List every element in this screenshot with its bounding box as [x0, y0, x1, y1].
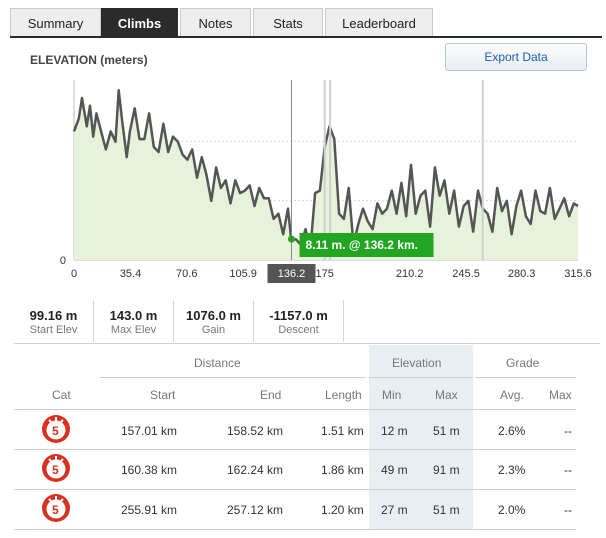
climb-grade-avg: 2.0% — [498, 503, 526, 517]
category-value: 5 — [52, 503, 59, 517]
climb-elev-min: 27 m — [381, 503, 408, 517]
group-header-grade: Grade — [506, 356, 540, 370]
divider — [14, 343, 600, 344]
hover-x-label-box — [267, 264, 316, 283]
x-tick-label: 210.2 — [396, 268, 424, 280]
stat-label: Gain — [201, 324, 226, 336]
climb-elev-max: 91 m — [433, 463, 460, 477]
climb-end: 162.24 km — [227, 463, 284, 477]
tab-notes[interactable]: Notes — [180, 8, 251, 37]
export-data-button[interactable]: Export Data — [445, 43, 587, 71]
climb-grade-max: -- — [564, 463, 572, 477]
climb-grade-max: -- — [564, 503, 572, 517]
category-value: 5 — [52, 424, 59, 438]
x-tick-label: 105.9 — [229, 268, 257, 280]
divider — [476, 377, 576, 378]
climb-start: 255.91 km — [121, 503, 178, 517]
elevation-chart-panel: 0 0 35.4 70.6 105.9 136.2 175 210.2 245.5 280.3 31… — [10, 38, 600, 290]
climb-start: 157.01 km — [121, 424, 178, 438]
col-header-cat: Cat — [52, 388, 71, 402]
x-tick-label: 136.2 — [278, 268, 306, 280]
stat-max-elev: 143.0 m Max Elev — [94, 300, 174, 342]
col-header-grade-max: Max — [549, 388, 572, 402]
divider — [100, 377, 366, 378]
stat-value: 1076.0 m — [186, 308, 241, 323]
hover-point — [288, 235, 296, 243]
stat-start-elev: 99.16 m Start Elev — [14, 300, 94, 342]
climb-end: 158.52 km — [227, 424, 284, 438]
tab-underline — [10, 36, 602, 38]
col-header-min: Min — [382, 388, 402, 402]
climb-elev-min: 49 m — [381, 463, 408, 477]
category-5-icon — [42, 494, 70, 522]
stat-label: Start Elev — [29, 324, 78, 336]
x-tick-label: 0 — [71, 268, 77, 280]
y-tick-label: 0 — [60, 255, 66, 267]
category-value: 5 — [52, 463, 59, 477]
climb-end: 257.12 km — [227, 503, 284, 517]
climb-start: 160.38 km — [121, 463, 178, 477]
x-tick-label: 70.6 — [176, 268, 197, 280]
group-header-elevation: Elevation — [392, 356, 442, 370]
stat-value: -1157.0 m — [269, 308, 328, 323]
elevation-line — [72, 89, 579, 251]
climb-grade-max: -- — [564, 424, 572, 438]
elevation-area — [74, 90, 578, 260]
climb-length: 1.86 km — [321, 463, 364, 477]
divider — [14, 529, 576, 530]
divider — [14, 409, 576, 410]
climb-elev-max: 51 m — [433, 503, 460, 517]
climb-elev-min: 12 m — [381, 424, 408, 438]
group-header-distance: Distance — [194, 356, 241, 370]
climb-length: 1.20 km — [321, 503, 364, 517]
col-header-length: Length — [325, 388, 362, 402]
tab-climbs[interactable]: Climbs — [101, 8, 178, 37]
hover-tooltip-box — [299, 233, 434, 257]
stat-value: 143.0 m — [109, 308, 158, 323]
stat-descent: -1157.0 m Descent — [254, 300, 344, 342]
tab-stats[interactable]: Stats — [253, 8, 323, 37]
col-header-end: End — [260, 388, 282, 402]
category-5-icon — [42, 415, 70, 443]
category-5-icon — [42, 454, 70, 482]
tab-leaderboard[interactable]: Leaderboard — [325, 8, 433, 37]
hover-tooltip-text: 8.11 m. @ 136.2 km. — [306, 238, 418, 252]
chart-title: ELEVATION (meters) — [30, 53, 148, 67]
climb-grade-avg: 2.3% — [498, 463, 526, 477]
climb-length: 1.51 km — [321, 424, 364, 438]
climb-elev-max: 51 m — [433, 424, 460, 438]
divider — [369, 377, 473, 378]
elevation-column-band — [369, 345, 473, 530]
divider — [14, 449, 576, 450]
elevation-chart[interactable]: 00 35.4 70.6 105.9 136.2 175 210.2 245.5 280.3 31… — [10, 38, 600, 290]
x-tick-label: 315.6 — [564, 268, 592, 280]
stat-gain: 1076.0 m Gain — [174, 300, 254, 342]
stat-label: Max Elev — [110, 324, 157, 336]
stat-label: Descent — [278, 324, 319, 336]
col-header-max: Max — [435, 388, 458, 402]
climb-grade-avg: 2.6% — [498, 424, 526, 438]
x-tick-label: 35.4 — [120, 268, 141, 280]
x-tick-label: 245.5 — [452, 268, 480, 280]
tab-bar: Summary Climbs Notes Stats Leaderboard — [0, 0, 606, 38]
col-header-start: Start — [150, 388, 176, 402]
x-tick-label: 175 — [316, 268, 334, 280]
col-header-avg: Avg. — [500, 388, 524, 402]
stat-value: 99.16 m — [29, 308, 78, 323]
tab-summary[interactable]: Summary — [10, 8, 101, 37]
divider — [14, 489, 576, 490]
stats-strip: 99.16 m Start Elev 143.0 m Max Elev 1076… — [14, 300, 344, 342]
x-tick-label: 280.3 — [508, 268, 536, 280]
